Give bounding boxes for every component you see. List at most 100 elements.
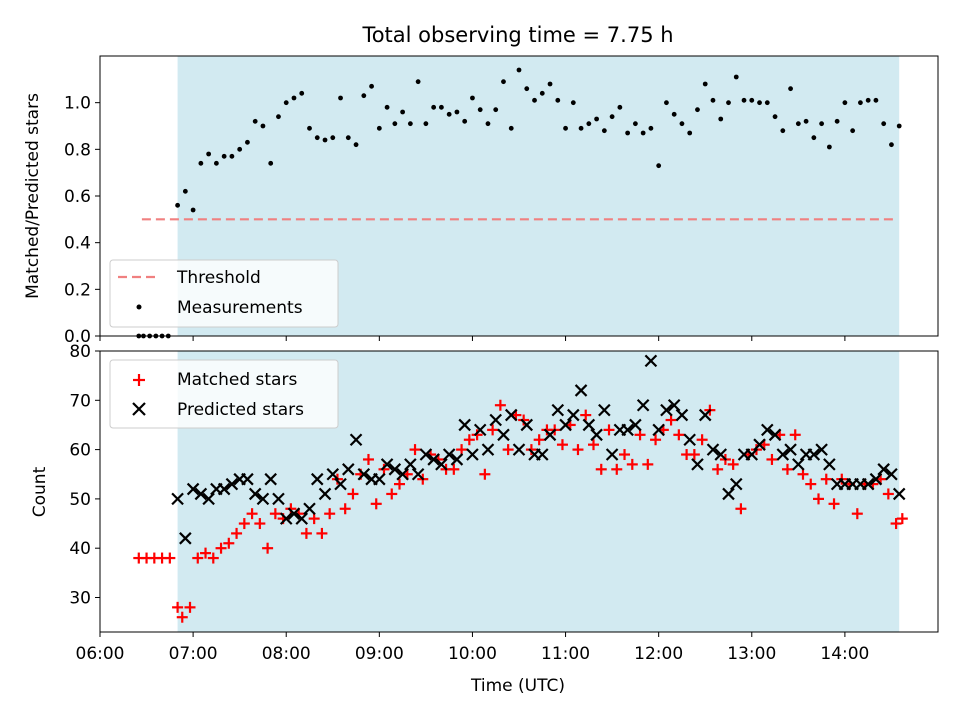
measurement-point <box>454 109 460 115</box>
predicted-star-point <box>885 467 898 481</box>
measurement-point <box>221 153 227 159</box>
predicted-star-point <box>745 448 759 461</box>
measurement-point <box>322 137 328 143</box>
measurement-point <box>268 160 274 166</box>
predicted-star-point <box>497 428 510 442</box>
predicted-star-point <box>427 453 440 466</box>
measurement-point <box>369 83 374 89</box>
matched-star-point <box>200 547 212 559</box>
matched-star-point <box>324 508 336 520</box>
measurement-point <box>718 116 724 122</box>
predicted-star-point <box>729 477 743 491</box>
measurement-point <box>601 128 607 134</box>
predicted-star-point <box>272 492 285 506</box>
top-legend-box <box>109 259 339 328</box>
predicted-star-point <box>512 443 526 456</box>
predicted-star-point <box>590 428 603 442</box>
measurement-point <box>314 135 320 141</box>
matched-star-point <box>339 503 351 515</box>
predicted-star-point <box>435 458 448 471</box>
measurement-point <box>726 100 731 106</box>
top-panel: Total observing time = 7.75 h 0.00.20.40… <box>23 23 939 347</box>
measurement-point <box>889 142 894 148</box>
predicted-star-point <box>776 448 790 461</box>
top-y-tick-label: 1.0 <box>64 94 91 114</box>
measurement-point <box>345 135 351 141</box>
predicted-star-point <box>303 502 316 516</box>
predicted-star-point <box>621 423 634 437</box>
measurement-point <box>190 207 196 213</box>
matched-star-point <box>362 453 374 465</box>
predicted-star-point <box>543 428 557 442</box>
top-y-tick-label: 0.6 <box>64 187 91 207</box>
measurement-point <box>462 118 468 124</box>
measurement-point <box>532 97 537 103</box>
measurement-point <box>283 100 289 106</box>
measurement-point <box>695 107 700 113</box>
predicted-star-point <box>248 487 262 501</box>
measurement-point <box>330 135 336 141</box>
predicted-star-point <box>877 463 890 476</box>
predicted-star-point <box>373 472 386 486</box>
predicted-star-point <box>784 443 797 456</box>
measurement-point <box>182 188 188 194</box>
matched-star-point <box>347 488 359 500</box>
legend-measurements-label: Measurements <box>177 298 303 318</box>
measurement-point <box>656 163 662 169</box>
matched-star-point <box>603 424 615 436</box>
top-y-ticks: 0.0 0.2 0.4 0.6 0.8 1.0 <box>64 94 100 347</box>
predicted-star-point <box>559 418 572 432</box>
matched-star-point <box>502 444 514 456</box>
measurement-point <box>446 111 452 117</box>
measurement-point <box>625 130 631 136</box>
predicted-star-point <box>404 458 417 471</box>
matched-star-point <box>448 463 460 475</box>
matched-star-point <box>479 468 491 480</box>
top-y-tick-label: 0.0 <box>64 327 91 347</box>
measurement-point <box>338 95 343 101</box>
matched-star-point <box>463 434 475 446</box>
bottom-x-tick-label: 14:00 <box>820 644 869 664</box>
measurement-point <box>757 100 762 106</box>
predicted-star-point <box>605 448 619 461</box>
matched-star-point <box>587 439 599 451</box>
bottom-x-tick-label: 09:00 <box>355 644 404 664</box>
top-y-axis-label: Matched/Predicted stars <box>23 93 43 299</box>
predicted-star-point <box>489 413 503 427</box>
bottom-legend: Matched stars Predicted stars <box>109 359 339 429</box>
top-x-ticks <box>99 336 846 341</box>
matched-star-point <box>254 518 266 530</box>
matched-star-point <box>231 527 243 539</box>
matched-star-point <box>370 498 382 510</box>
predicted-star-point <box>357 467 371 481</box>
measurement-point <box>780 128 786 134</box>
measurement-point <box>423 121 429 127</box>
matched-star-point <box>192 552 204 564</box>
predicted-star-point <box>807 448 821 461</box>
matched-star-point <box>172 601 184 613</box>
bottom-y-tick-label: 30 <box>69 588 91 608</box>
legend-matched-swatch <box>133 374 145 386</box>
predicted-star-point <box>380 458 394 471</box>
measurement-point <box>299 90 305 96</box>
measurement-point <box>679 121 685 127</box>
measurement-point <box>640 130 646 136</box>
predicted-star-point <box>318 487 332 501</box>
measurement-point <box>213 160 219 166</box>
measurement-point <box>501 79 506 85</box>
predicted-star-point <box>706 443 720 456</box>
legend-threshold-label: Threshold <box>176 268 261 288</box>
bottom-y-ticks: 30 40 50 60 70 80 <box>69 342 100 608</box>
measurement-point <box>772 114 778 120</box>
measurement-point <box>260 123 266 129</box>
predicted-star-point <box>419 448 433 461</box>
measurement-point <box>594 116 599 122</box>
measurement-point <box>431 104 437 110</box>
bottom-x-tick-label: 11:00 <box>541 644 590 664</box>
predicted-star-point <box>334 477 347 491</box>
top-legend: Threshold Measurements <box>109 259 339 328</box>
top-title: Total observing time = 7.75 h <box>361 23 673 47</box>
predicted-star-point <box>629 418 642 432</box>
matched-star-point <box>828 498 840 510</box>
